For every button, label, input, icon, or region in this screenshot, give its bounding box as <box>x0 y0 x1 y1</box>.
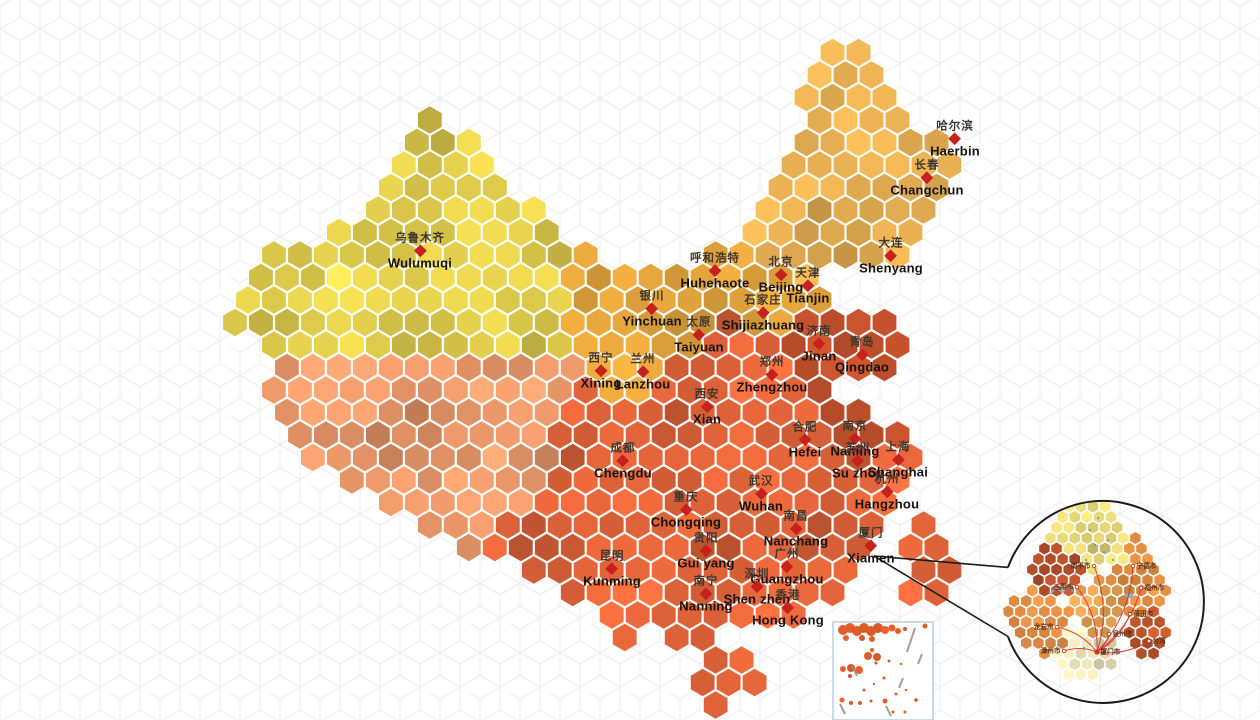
city-marker-qingdao[interactable]: 青岛Qingdao <box>835 337 889 373</box>
city-marker-nanchang[interactable]: 南昌Nanchang <box>764 511 828 547</box>
city-label-en: Yinchuan <box>622 314 682 327</box>
city-label-zh: 北京 <box>769 257 794 269</box>
city-label-en: Wuhan <box>739 499 783 512</box>
city-label-en: Huhehaote <box>681 276 750 289</box>
city-labels-layer: 乌鲁木齐Wulumuqi 哈尔滨 Haerbin 长春 Changchun 大连 Sheny… <box>0 0 1260 720</box>
city-label-en: Hefei <box>789 445 822 458</box>
city-label-zh: 厦门 <box>858 528 883 540</box>
city-marker-changchun[interactable]: 长春 Changchun <box>890 160 963 196</box>
city-marker-xian[interactable]: 西安Xian <box>693 389 721 425</box>
city-label-zh: 天津 <box>796 268 821 280</box>
city-marker-hong-kong[interactable]: 香港 Hong Kong <box>752 590 824 626</box>
city-marker-shijiazhuang[interactable]: 石家庄Shijiazhuang <box>722 295 805 331</box>
city-label-en: Taiyuan <box>674 340 724 353</box>
city-label-en: Haerbin <box>930 144 980 157</box>
city-marker-wulumuqi[interactable]: 乌鲁木齐Wulumuqi <box>388 233 452 269</box>
city-label-zh: 银川 <box>640 291 665 303</box>
city-label-en: Nanning <box>679 599 732 612</box>
city-label-en: Shijiazhuang <box>722 318 805 331</box>
city-marker-hefei[interactable]: 合肥 Hefei <box>789 422 822 458</box>
city-marker-chongqing[interactable]: 重庆Chongqing <box>651 492 721 528</box>
city-label-zh: 大连 <box>878 238 903 250</box>
city-label-en: Chongqing <box>651 515 721 528</box>
city-label-zh: 呼和浩特 <box>690 253 740 265</box>
city-label-zh: 香港 <box>776 590 801 602</box>
city-label-en: Chengdu <box>594 466 652 479</box>
city-label-zh: 深圳 <box>745 569 770 581</box>
city-marker-nanning[interactable]: 南宁 Nanning <box>679 576 732 612</box>
city-marker-lanzhou[interactable]: 兰州 Lanzhou <box>616 354 671 390</box>
city-label-en: Changchun <box>890 183 963 196</box>
city-label-zh: 哈尔滨 <box>936 121 974 133</box>
city-marker-chengdu[interactable]: 成都 Chengdu <box>594 443 652 479</box>
city-marker-xiamen[interactable]: 厦门 Xiamen <box>847 528 894 564</box>
city-label-en: Hong Kong <box>752 613 824 626</box>
city-label-en: Wulumuqi <box>388 256 452 269</box>
city-label-zh: 昆明 <box>599 551 624 563</box>
city-label-zh: 兰州 <box>631 354 656 366</box>
infographic-canvas: 南平市宁德市三明市福州市莆田市泉州市龙岩市漳州市台湾厦门市 乌鲁木齐Wulumu… <box>0 0 1260 720</box>
city-label-en: Hangzhou <box>855 497 919 510</box>
city-label-zh: 郑州 <box>760 357 785 369</box>
city-label-en: Lanzhou <box>616 377 671 390</box>
city-marker-gui-yang[interactable]: 贵阳 Gui yang <box>677 533 734 569</box>
city-label-zh: 南宁 <box>694 576 719 588</box>
city-marker-shenyang[interactable]: 大连 Shenyang <box>859 238 923 274</box>
city-marker-haerbin[interactable]: 哈尔滨 Haerbin <box>930 121 980 157</box>
city-label-zh: 成都 <box>610 443 635 455</box>
city-label-en: Qingdao <box>835 360 889 373</box>
city-label-zh: 南京 <box>842 421 867 433</box>
city-label-zh: 广州 <box>774 549 799 561</box>
city-marker-huhehaote[interactable]: 呼和浩特 Huhehaote <box>681 253 750 289</box>
city-marker-yinchuan[interactable]: 银川 Yinchuan <box>622 291 682 327</box>
city-marker-kunming[interactable]: 昆明 Kunming <box>583 551 641 587</box>
city-label-zh: 合肥 <box>792 422 817 434</box>
city-marker-wuhan[interactable]: 武汉Wuhan <box>739 476 783 512</box>
city-label-en: Shenyang <box>859 261 923 274</box>
city-marker-hangzhou[interactable]: 杭州Hangzhou <box>855 474 919 510</box>
city-label-en: Xiamen <box>847 551 894 564</box>
city-label-zh: 济南 <box>807 326 832 338</box>
city-label-zh: 太原 <box>687 317 712 329</box>
city-label-en: Nanchang <box>764 534 828 547</box>
city-label-zh: 西宁 <box>588 353 613 365</box>
city-marker-zhengzhou[interactable]: 郑州 Zhengzhou <box>736 357 807 393</box>
city-label-en: Xian <box>693 412 721 425</box>
city-label-en: Kunming <box>583 574 641 587</box>
city-marker-taiyuan[interactable]: 太原 Taiyuan <box>674 317 724 353</box>
city-label-en: Zhengzhou <box>736 380 807 393</box>
city-label-en: Gui yang <box>677 556 734 569</box>
city-label-zh: 苏州 <box>845 443 870 455</box>
city-label-zh: 长春 <box>914 160 939 172</box>
city-label-zh: 贵阳 <box>694 533 719 545</box>
